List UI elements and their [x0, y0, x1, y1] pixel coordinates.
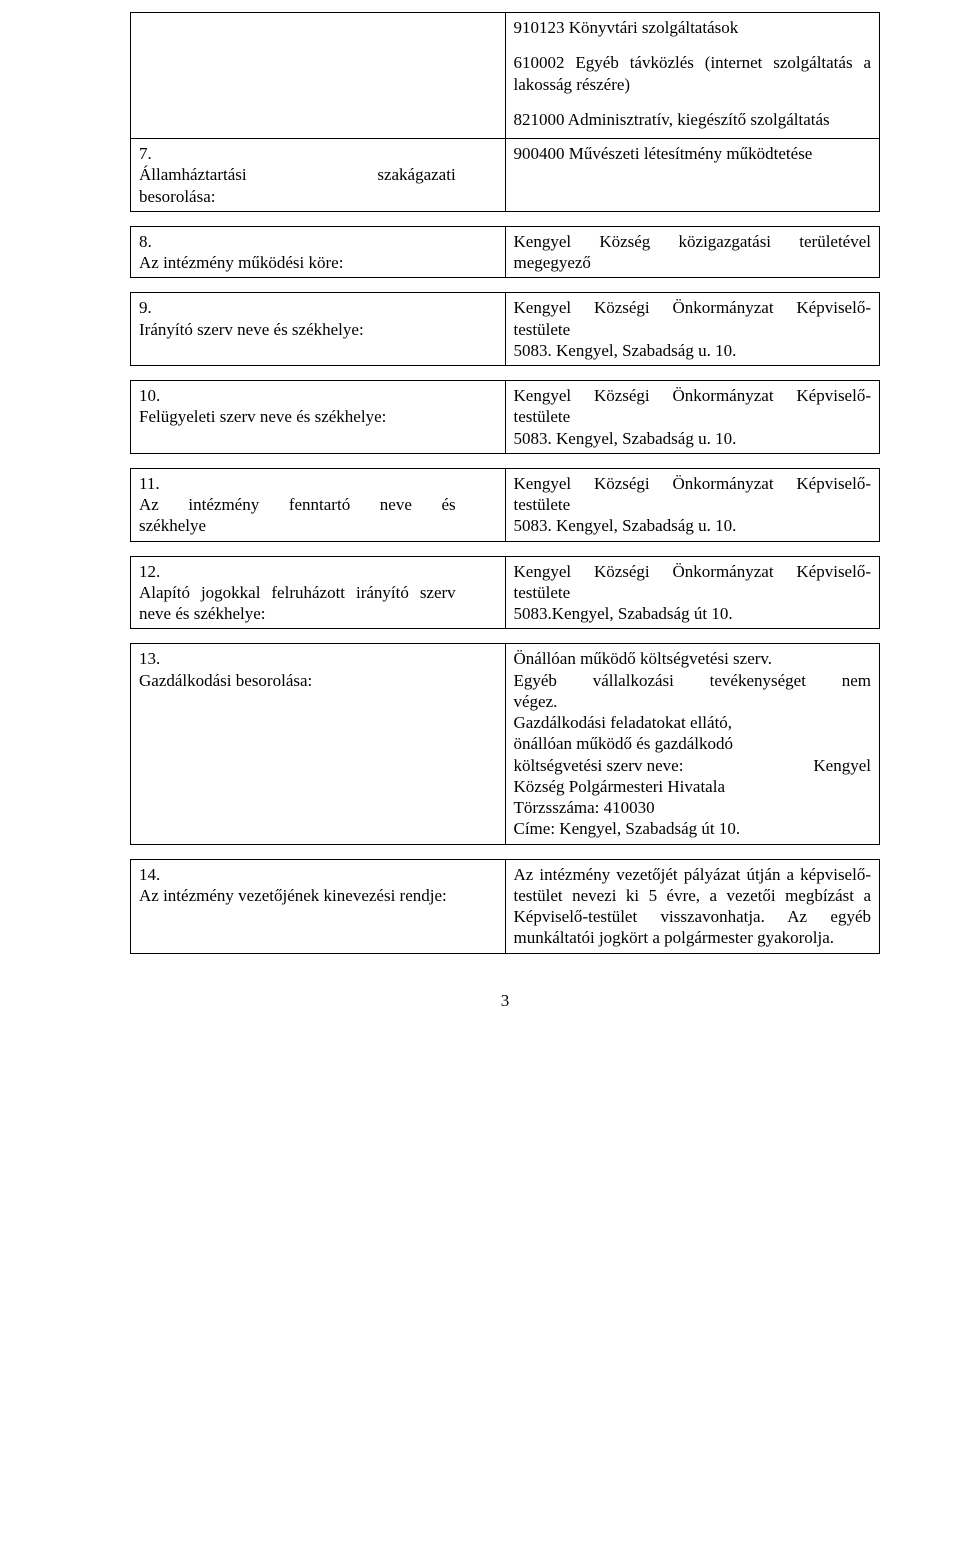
justified-line: költségvetési szerv neve: Kengyel — [514, 755, 872, 776]
row-number: 8. — [139, 231, 176, 252]
word: szakágazati — [377, 164, 455, 185]
text-line: végez. — [514, 691, 872, 712]
table-row-10: 10. Felügyeleti szerv neve és székhelye:… — [130, 380, 880, 454]
word: székhelye — [139, 516, 206, 535]
word: tevékenységet — [710, 670, 806, 691]
page-container: 910123 Könyvtári szolgáltatások 610002 E… — [0, 0, 960, 1051]
table-row: 10. Felügyeleti szerv neve és székhelye:… — [131, 381, 880, 454]
word: Egyéb — [514, 670, 557, 691]
cell-row9-right: Kengyel Községi Önkormányzat Képviselő-t… — [505, 293, 880, 366]
row-label: Az intézmény fenntartó neve és székhelye — [139, 494, 456, 537]
table-row-14: 14. Az intézmény vezetőjének kinevezési … — [130, 859, 880, 954]
table-row: 11. Az intézmény fenntartó neve és székh… — [131, 468, 880, 541]
justified-line: Államháztartási szakágazati — [139, 164, 456, 185]
table-row-9: 9. Irányító szerv neve és székhelye: Ken… — [130, 292, 880, 366]
table-row-11: 11. Az intézmény fenntartó neve és székh… — [130, 468, 880, 542]
row-number: 10. — [139, 385, 176, 406]
cell-row11-left: 11. Az intézmény fenntartó neve és székh… — [131, 468, 506, 541]
text-line: 610002 Egyéb távközlés (internet szolgál… — [514, 52, 872, 95]
cell-row8-left: 8. Az intézmény működési köre: — [131, 226, 506, 278]
page-number: 3 — [130, 990, 880, 1011]
text-line: Kengyel Községi Önkormányzat Képviselő-t… — [514, 473, 872, 516]
cell-row11-right: Kengyel Községi Önkormányzat Képviselő-t… — [505, 468, 880, 541]
word: Kengyel — [813, 755, 871, 776]
table-row: 12. Alapító jogokkal felruházott irányít… — [131, 556, 880, 629]
word: Az — [139, 494, 159, 515]
row-number: 7. — [139, 143, 176, 164]
cell-row10-left: 10. Felügyeleti szerv neve és székhelye: — [131, 381, 506, 454]
cell-row13-right: Önállóan működő költségvetési szerv. Egy… — [505, 644, 880, 844]
text-line: 821000 Adminisztratív, kiegészítő szolgá… — [514, 109, 872, 130]
row-number: 11. — [139, 473, 176, 494]
row-number: 9. — [139, 297, 176, 318]
text-line: Törzsszáma: 410030 — [514, 797, 872, 818]
row-number: 12. — [139, 561, 176, 582]
word: besorolása: — [139, 187, 215, 206]
table-row-12: 12. Alapító jogokkal felruházott irányít… — [130, 556, 880, 630]
cell-top-right: 910123 Könyvtári szolgáltatások 610002 E… — [505, 13, 880, 139]
word: nem — [842, 670, 871, 691]
text-line: 5083. Kengyel, Szabadság u. 10. — [514, 340, 872, 361]
text-line: Kengyel Községi Önkormányzat Képviselő-t… — [514, 385, 872, 428]
cell-empty — [131, 13, 506, 139]
cell-row12-left: 12. Alapító jogokkal felruházott irányít… — [131, 556, 506, 629]
row-number: 14. — [139, 864, 176, 885]
word: költségvetési szerv neve: — [514, 755, 684, 776]
table-row: 13. Gazdálkodási besorolása: Önállóan mű… — [131, 644, 880, 844]
word: fenntartó — [289, 494, 350, 515]
text-line: 5083. Kengyel, Szabadság u. 10. — [514, 428, 872, 449]
text-line: 5083. Kengyel, Szabadság u. 10. — [514, 515, 872, 536]
cell-row14-right: Az intézmény vezetőjét pályázat útján a … — [505, 859, 880, 953]
row-label: Államháztartási szakágazati besorolása: — [139, 164, 456, 207]
cell-row10-right: Kengyel Községi Önkormányzat Képviselő-t… — [505, 381, 880, 454]
text-line: Kengyel Községi Önkormányzat Képviselő-t… — [514, 561, 872, 604]
row-label: Az intézmény működési köre: — [139, 252, 456, 273]
justified-line: Egyéb vállalkozási tevékenységet nem — [514, 670, 872, 691]
word: vállalkozási — [593, 670, 674, 691]
table-row: 14. Az intézmény vezetőjének kinevezési … — [131, 859, 880, 953]
text-line: Község Polgármesteri Hivatala — [514, 776, 872, 797]
row-label: Felügyeleti szerv neve és székhelye: — [139, 406, 456, 427]
text-line: Kengyel Község közigazgatási területével… — [514, 232, 872, 272]
text-line: Kengyel Községi Önkormányzat Képviselő-t… — [514, 297, 872, 340]
table-row-8: 8. Az intézmény működési köre: Kengyel K… — [130, 226, 880, 279]
table-row-13: 13. Gazdálkodási besorolása: Önállóan mű… — [130, 643, 880, 844]
word: neve — [380, 494, 412, 515]
text-line: Önállóan működő költségvetési szerv. — [514, 648, 872, 669]
cell-row9-left: 9. Irányító szerv neve és székhelye: — [131, 293, 506, 366]
text-line: Gazdálkodási feladatokat ellátó, — [514, 712, 872, 733]
word: Államháztartási — [139, 164, 247, 185]
cell-row14-left: 14. Az intézmény vezetőjének kinevezési … — [131, 859, 506, 953]
text-line: 910123 Könyvtári szolgáltatások — [514, 17, 872, 38]
table-row: 9. Irányító szerv neve és székhelye: Ken… — [131, 293, 880, 366]
row-label: Gazdálkodási besorolása: — [139, 670, 456, 691]
cell-row12-right: Kengyel Községi Önkormányzat Képviselő-t… — [505, 556, 880, 629]
cell-row7-left: 7. Államháztartási szakágazati besorolás… — [131, 139, 506, 212]
text-line: 900400 Művészeti létesítmény működtetése — [514, 144, 813, 163]
table-row: 910123 Könyvtári szolgáltatások 610002 E… — [131, 13, 880, 139]
cell-row13-left: 13. Gazdálkodási besorolása: — [131, 644, 506, 844]
justified-line: Az intézmény fenntartó neve és — [139, 494, 456, 515]
table-row: 8. Az intézmény működési köre: Kengyel K… — [131, 226, 880, 278]
table-row: 7. Államháztartási szakágazati besorolás… — [131, 139, 880, 212]
text-line: Az intézmény vezetőjét pályázat útján a … — [514, 865, 872, 948]
word: intézmény — [188, 494, 259, 515]
table-block-7: 910123 Könyvtári szolgáltatások 610002 E… — [130, 12, 880, 212]
row-label: Irányító szerv neve és székhelye: — [139, 319, 456, 340]
text-line: 5083.Kengyel, Szabadság út 10. — [514, 603, 872, 624]
cell-row7-right: 900400 Művészeti létesítmény működtetése — [505, 139, 880, 212]
text-line: Címe: Kengyel, Szabadság út 10. — [514, 818, 872, 839]
word: és — [441, 494, 455, 515]
row-label: Az intézmény vezetőjének kinevezési rend… — [139, 885, 456, 906]
row-label: Alapító jogokkal felruházott irányító sz… — [139, 582, 456, 625]
row-number: 13. — [139, 648, 176, 669]
cell-row8-right: Kengyel Község közigazgatási területével… — [505, 226, 880, 278]
text-line: önállóan működő és gazdálkodó — [514, 733, 872, 754]
